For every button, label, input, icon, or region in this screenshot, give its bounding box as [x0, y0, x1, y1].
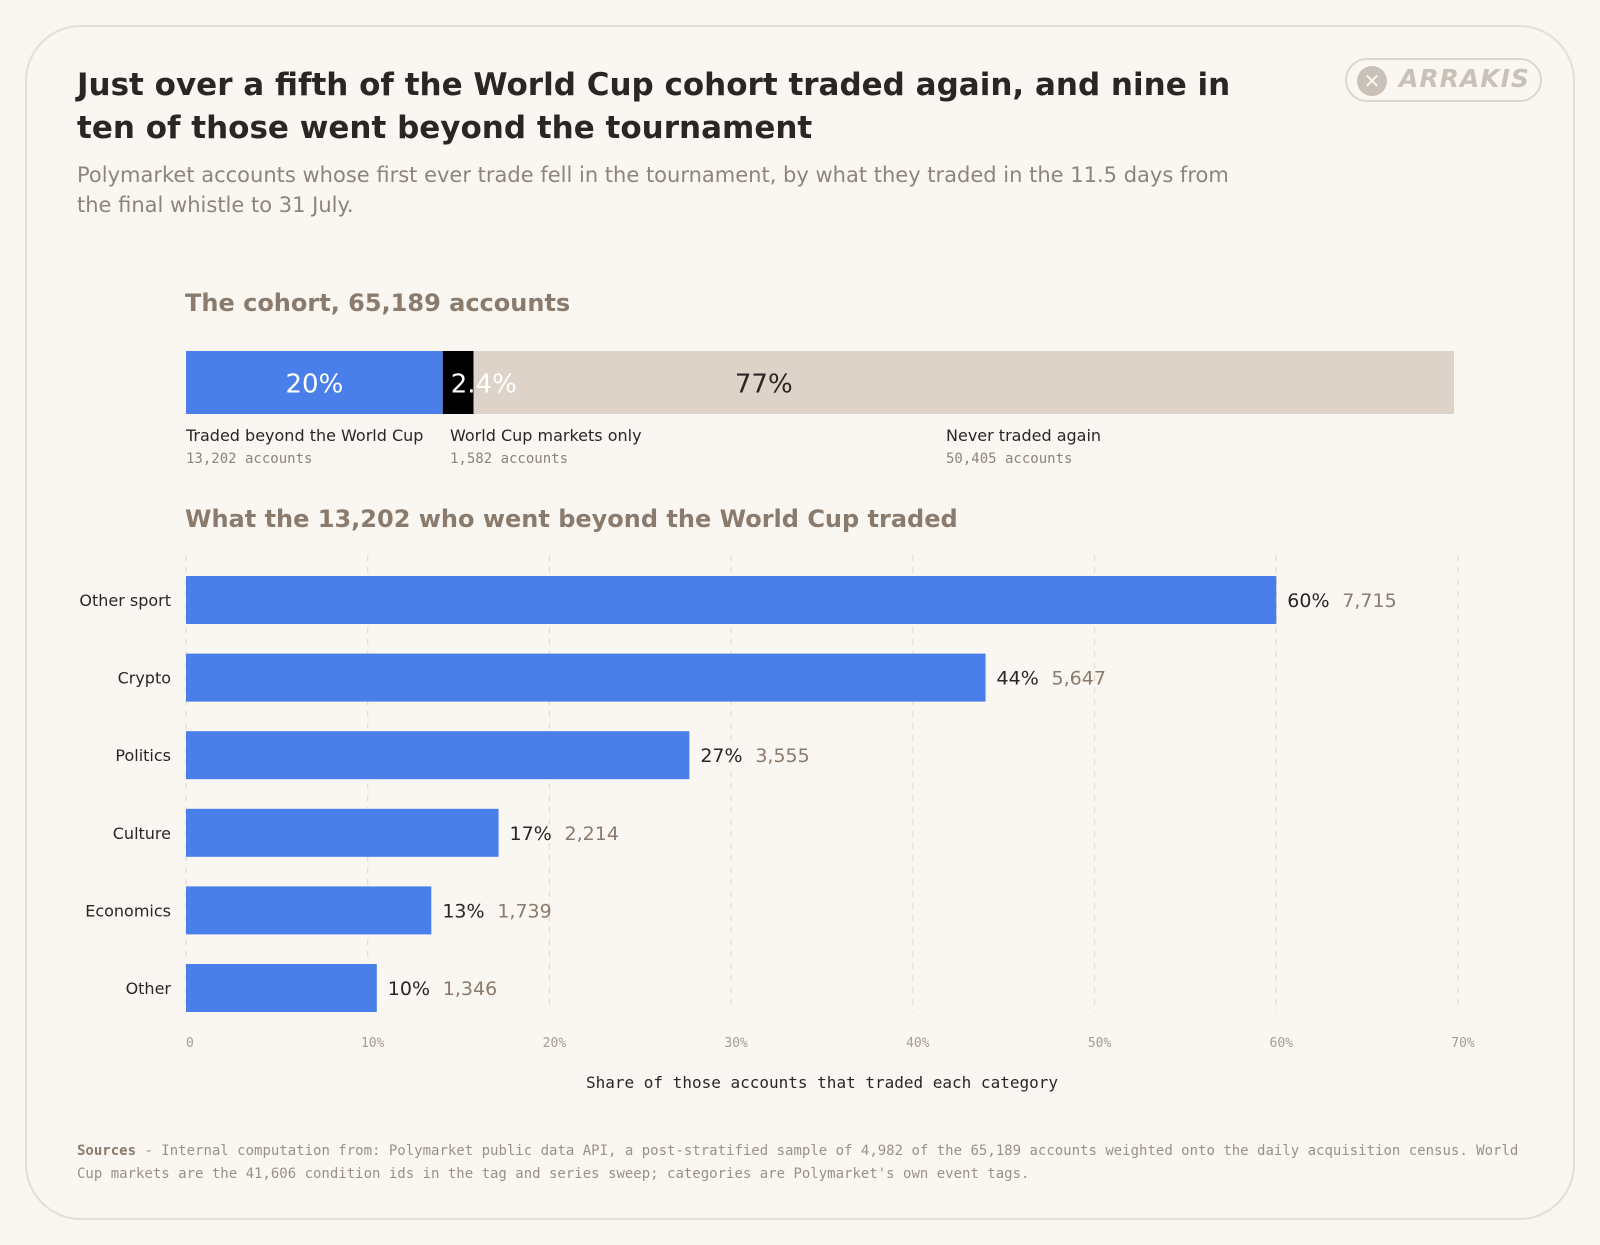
- cohort-stacked-bar: 20% 2.4% 77% Traded beyond the World Cup 13,…: [185, 351, 1454, 467]
- cohort-percent-label-1: 20%: [285, 370, 343, 400]
- cohort-segment-name-1: Traded beyond the World Cup: [185, 426, 423, 445]
- cohort-segment-count-1: 13,202 accounts: [186, 451, 312, 467]
- cohort-segment-name-3: Never traded again: [946, 426, 1101, 445]
- breakdown-heading: What the 13,202 who went beyond the Worl…: [185, 505, 958, 533]
- cohort-heading: The cohort, 65,189 accounts: [185, 289, 571, 317]
- cohort-segment-1: [186, 351, 443, 414]
- cohort-segment-count-2: 1,582 accounts: [450, 451, 568, 467]
- brand-logo: ✕ ARRAKIS: [1345, 58, 1542, 102]
- logo-wordmark: ARRAKIS: [1399, 64, 1530, 93]
- sources-note: Sources - Internal computation from: Pol…: [77, 1140, 1527, 1186]
- cohort-percent-label-2: 2.4%: [451, 370, 517, 400]
- x-axis-label: Share of those accounts that traded each…: [585, 1073, 1058, 1092]
- cohort-segment-name-2: World Cup markets only: [450, 426, 642, 445]
- logo-icon: ✕: [1357, 66, 1387, 96]
- sources-text: - Internal computation from: Polymarket …: [77, 1143, 1519, 1182]
- cohort-segment-2: [442, 351, 474, 414]
- cohort-segment-count-3: 50,405 accounts: [946, 451, 1072, 467]
- cohort-segment-3: [473, 351, 1454, 414]
- chart-title: Just over a fifth of the World Cup cohor…: [77, 67, 1231, 146]
- chart-subtitle: Polymarket accounts whose first ever tra…: [77, 163, 1229, 217]
- cohort-percent-label-3: 77%: [735, 370, 793, 400]
- sources-label: Sources: [77, 1143, 137, 1159]
